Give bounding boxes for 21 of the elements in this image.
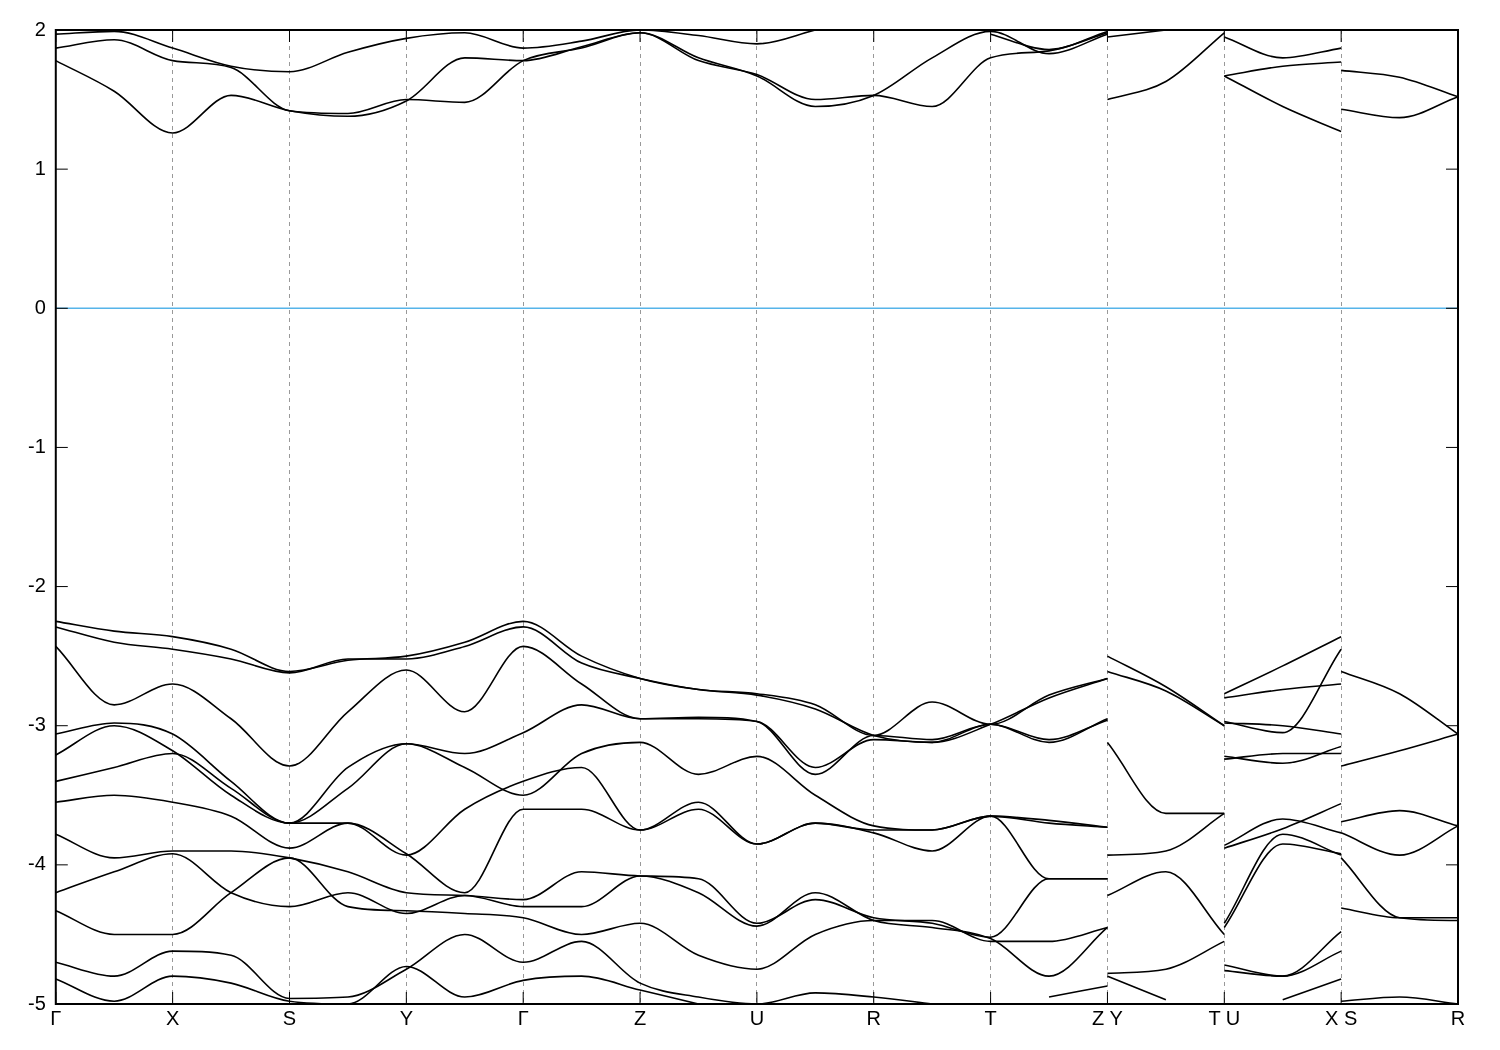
y-tick-label: 0 [34, 295, 46, 318]
x-tick-label: T [984, 1006, 997, 1029]
y-tick-label: -1 [27, 434, 46, 457]
x-tick-label: S [282, 1006, 297, 1029]
x-tick-label: U [749, 1006, 765, 1029]
x-tick-label: R [866, 1006, 881, 1029]
x-tick-label: Γ [50, 1006, 62, 1029]
y-tick-label: 1 [34, 156, 46, 179]
x-tick-label: Y [399, 1006, 414, 1029]
x-tick-label: X [165, 1006, 180, 1029]
y-tick-label: -4 [27, 852, 46, 875]
y-tick-label: -5 [27, 991, 46, 1014]
x-tick-label: Z Y [1092, 1006, 1123, 1029]
x-tick-label: T U [1208, 1006, 1241, 1029]
y-tick-label: -3 [27, 713, 46, 736]
x-tick-label: Z [633, 1006, 647, 1029]
y-tick-label: 2 [34, 17, 46, 40]
x-tick-label: X S [1325, 1006, 1358, 1029]
x-tick-label: R [1450, 1006, 1466, 1029]
y-tick-label: -2 [27, 574, 46, 597]
x-tick-label: Γ [517, 1006, 529, 1029]
